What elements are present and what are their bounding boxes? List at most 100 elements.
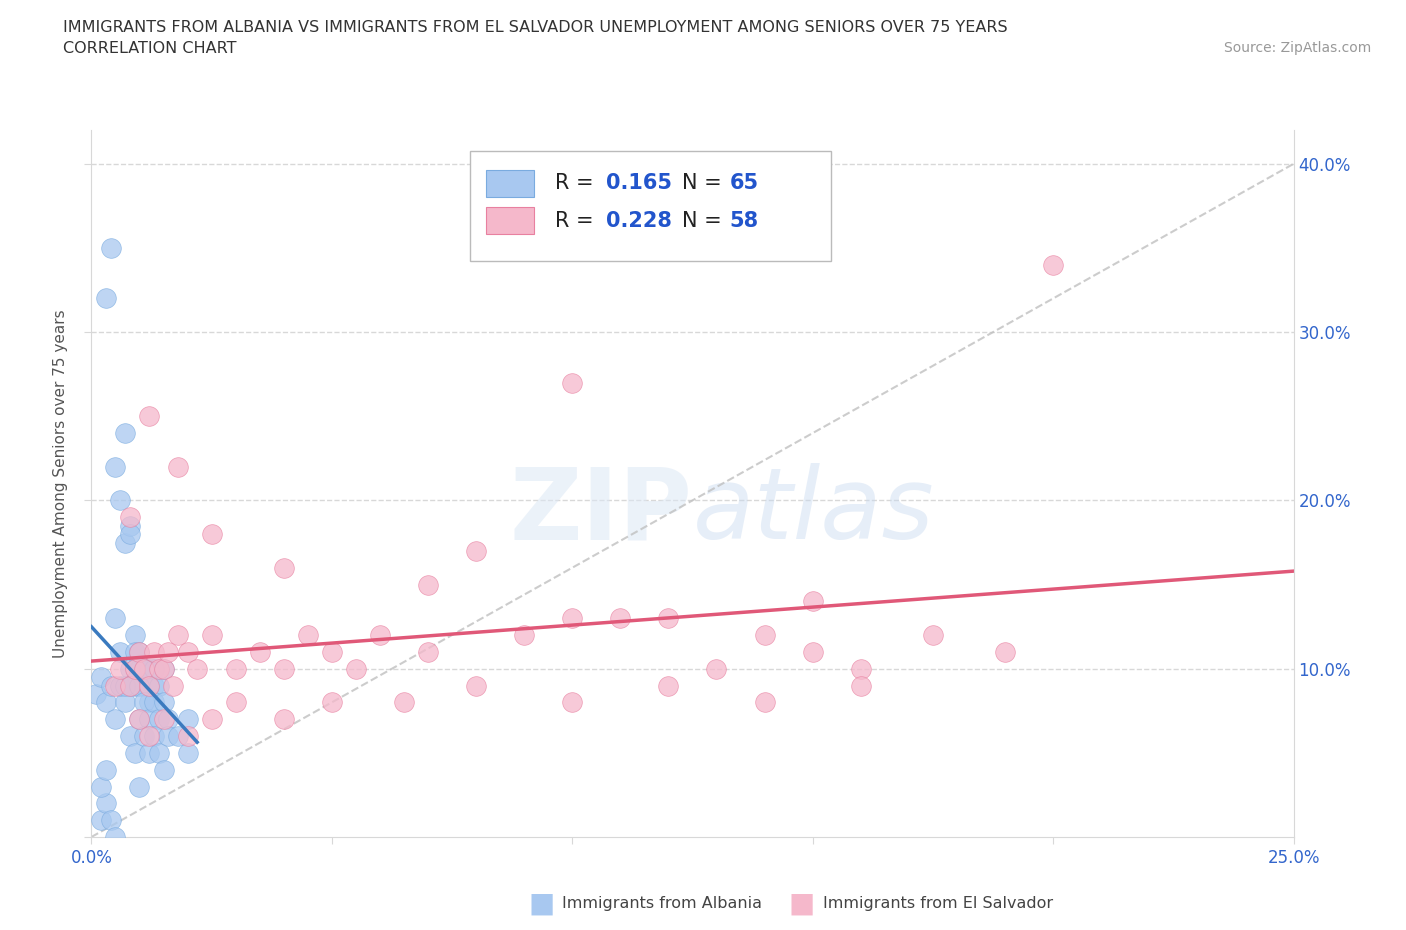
Point: [90, 779, 112, 794]
Text: IMMIGRANTS FROM ALBANIA VS IMMIGRANTS FROM EL SALVADOR UNEMPLOYMENT AMONG SENIOR: IMMIGRANTS FROM ALBANIA VS IMMIGRANTS FR…: [63, 20, 1008, 35]
Point: [152, 711, 174, 726]
Point: [273, 711, 295, 726]
Point: [273, 560, 295, 575]
Point: [110, 678, 132, 693]
Point: [114, 678, 136, 693]
Point: [249, 644, 271, 659]
Text: 0.228: 0.228: [606, 211, 672, 231]
Point: [162, 678, 184, 693]
Text: N =: N =: [682, 173, 728, 193]
Point: [176, 711, 198, 726]
Point: [801, 594, 824, 609]
Text: ZIP: ZIP: [509, 463, 692, 561]
Text: CORRELATION CHART: CORRELATION CHART: [63, 41, 236, 56]
Point: [124, 661, 146, 676]
Point: [142, 661, 165, 676]
Point: [368, 628, 391, 643]
Point: [922, 628, 945, 643]
Point: [114, 426, 136, 441]
Point: [152, 695, 174, 710]
Point: [201, 526, 224, 541]
Text: Immigrants from El Salvador: Immigrants from El Salvador: [823, 897, 1053, 911]
Point: [138, 711, 160, 726]
Text: 65: 65: [730, 173, 759, 193]
Point: [128, 678, 150, 693]
Point: [124, 628, 146, 643]
Text: Source: ZipAtlas.com: Source: ZipAtlas.com: [1223, 41, 1371, 55]
Point: [134, 695, 156, 710]
Point: [994, 644, 1017, 659]
Point: [321, 695, 343, 710]
Text: 58: 58: [730, 211, 759, 231]
Point: [561, 695, 583, 710]
Point: [148, 746, 170, 761]
Point: [176, 728, 198, 743]
Point: [128, 644, 150, 659]
Point: [138, 678, 160, 693]
Point: [849, 661, 872, 676]
Point: [128, 779, 150, 794]
Point: [201, 628, 224, 643]
Point: [110, 661, 132, 676]
Point: [104, 830, 127, 844]
Point: [754, 628, 776, 643]
Text: ■: ■: [529, 890, 554, 918]
Point: [114, 535, 136, 550]
Point: [157, 644, 180, 659]
Point: [100, 241, 122, 256]
Point: [94, 796, 117, 811]
Point: [148, 661, 170, 676]
Text: Immigrants from Albania: Immigrants from Albania: [562, 897, 762, 911]
Point: [148, 711, 170, 726]
Point: [754, 695, 776, 710]
Point: [157, 711, 180, 726]
Point: [118, 678, 141, 693]
Point: [94, 763, 117, 777]
Point: [657, 611, 679, 626]
Point: [138, 728, 160, 743]
Point: [124, 746, 146, 761]
Point: [465, 678, 488, 693]
Point: [167, 628, 190, 643]
FancyBboxPatch shape: [470, 152, 831, 261]
Point: [157, 728, 180, 743]
Point: [138, 409, 160, 424]
Point: [118, 510, 141, 525]
Point: [152, 661, 174, 676]
Point: [104, 678, 127, 693]
Point: [142, 728, 165, 743]
Point: [90, 670, 112, 684]
Point: [118, 518, 141, 533]
Point: [128, 644, 150, 659]
Point: [1042, 258, 1064, 272]
Point: [94, 695, 117, 710]
Text: N =: N =: [682, 211, 728, 231]
Point: [167, 728, 190, 743]
Point: [186, 661, 208, 676]
Point: [273, 661, 295, 676]
Point: [321, 644, 343, 659]
Point: [138, 661, 160, 676]
Point: [100, 678, 122, 693]
Point: [138, 695, 160, 710]
Point: [561, 611, 583, 626]
Point: [225, 661, 247, 676]
Point: [513, 628, 536, 643]
Point: [416, 644, 439, 659]
Point: [416, 578, 439, 592]
Point: [124, 661, 146, 676]
Point: [104, 711, 127, 726]
Y-axis label: Unemployment Among Seniors over 75 years: Unemployment Among Seniors over 75 years: [53, 310, 69, 658]
Point: [134, 661, 156, 676]
Point: [110, 644, 132, 659]
Point: [114, 695, 136, 710]
Point: [128, 661, 150, 676]
Point: [849, 678, 872, 693]
Text: ■: ■: [789, 890, 814, 918]
Point: [706, 661, 728, 676]
Point: [138, 746, 160, 761]
Point: [134, 678, 156, 693]
Point: [201, 711, 224, 726]
Point: [142, 644, 165, 659]
Point: [297, 628, 319, 643]
